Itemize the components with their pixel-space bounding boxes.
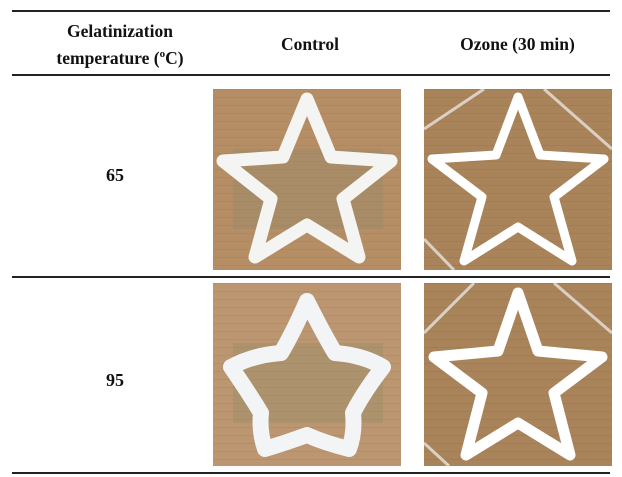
header-line2: temperature (: [56, 47, 160, 68]
star-print-photo-icon: [213, 283, 401, 466]
photo-95-ozone: [424, 283, 612, 466]
header-rule: [12, 74, 610, 76]
header-line2-end: C): [165, 47, 184, 68]
header-control: Control: [280, 34, 339, 54]
top-rule: [12, 10, 610, 12]
header-ozone: Ozone (30 min): [460, 34, 575, 54]
star-print-photo-icon: [213, 89, 401, 270]
row-rule: [12, 276, 610, 278]
star-print-photo-icon: [424, 89, 612, 270]
bottom-rule: [12, 472, 610, 474]
photo-65-ozone: [424, 89, 612, 270]
photo-65-control: [213, 89, 401, 270]
row-label-95: 95: [106, 370, 124, 390]
star-print-photo-icon: [424, 283, 612, 466]
header-line1: Gelatinization: [67, 21, 173, 41]
row-label-65: 65: [106, 165, 124, 185]
degree-superscript: o: [159, 48, 166, 60]
header-gelatinization-temperature: Gelatinization temperature (oC): [20, 20, 220, 70]
photo-95-control: [213, 283, 401, 466]
